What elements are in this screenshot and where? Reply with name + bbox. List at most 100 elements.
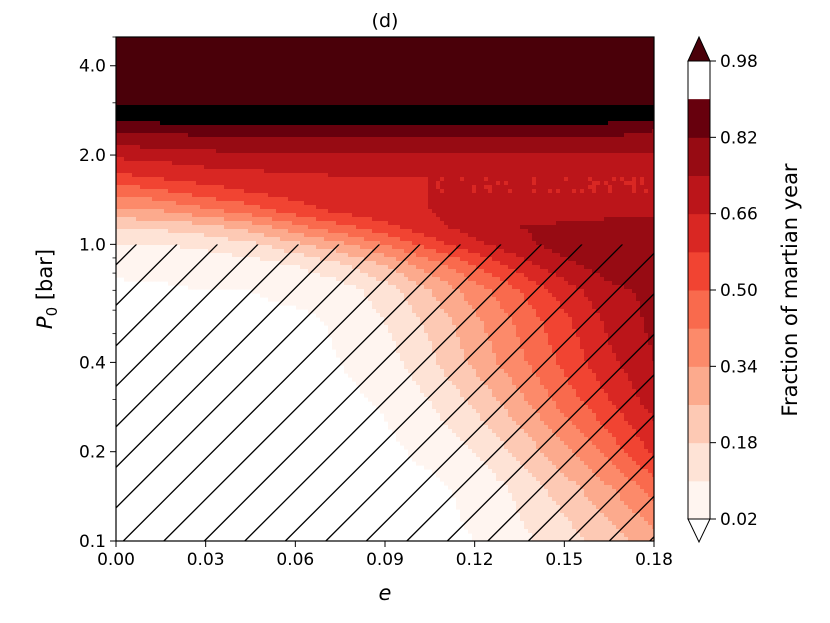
contour-cell [644,45,649,50]
contour-cell [400,169,405,174]
contour-cell [284,145,289,150]
contour-cell [236,37,241,42]
contour-cell [288,97,293,102]
contour-cell [524,53,529,58]
contour-cell [344,85,349,90]
contour-cell [208,141,213,146]
contour-cell [520,133,525,138]
contour-cell [124,101,129,106]
contour-cell [308,157,313,162]
contour-cell [496,121,501,126]
contour-cell [416,77,421,82]
contour-cell [488,89,493,94]
contour-cell [500,165,505,170]
contour-cell [252,57,257,62]
contour-cell [304,53,309,58]
contour-cell [384,109,389,114]
contour-cell [472,105,477,110]
contour-cell [496,169,501,174]
contour-cell [140,61,145,66]
contour-cell [608,49,613,54]
contour-cell [140,133,145,138]
contour-cell [596,145,601,150]
contour-cell [236,93,241,98]
contour-cell [516,169,521,174]
contour-cell [456,41,461,46]
contour-cell [400,93,405,98]
contour-cell [492,161,497,166]
contour-cell [416,161,421,166]
contour-cell [528,149,533,154]
contour-cell [460,133,465,138]
contour-cell [380,109,385,114]
contour-cell [444,57,449,62]
contour-cell [224,101,229,106]
contour-cell [568,49,573,54]
contour-cell [560,117,565,122]
contour-cell [508,133,513,138]
contour-cell [408,97,413,102]
contour-cell [144,77,149,82]
contour-cell [344,121,349,126]
contour-cell [164,137,169,142]
contour-cell [616,161,621,166]
contour-cell [476,93,481,98]
contour-cell [148,125,153,130]
contour-cell [536,73,541,78]
contour-cell [148,153,153,158]
contour-cell [424,113,429,118]
contour-cell [404,125,409,130]
contour-cell [524,117,529,122]
contour-cell [272,57,277,62]
contour-cell [596,85,601,90]
contour-cell [568,101,573,106]
contour-cell [412,53,417,58]
contour-cell [612,169,617,174]
contour-cell [256,37,261,42]
contour-cell [544,121,549,126]
contour-cell [348,169,353,174]
contour-cell [384,97,389,102]
contour-cell [120,129,125,134]
contour-cell [328,81,333,86]
contour-cell [432,173,437,178]
contour-cell [456,73,461,78]
contour-cell [568,65,573,70]
contour-cell [456,141,461,146]
contour-cell [584,81,589,86]
contour-cell [252,173,257,178]
contour-cell [420,89,425,94]
contour-cell [216,149,221,154]
contour-cell [624,129,629,134]
contour-cell [476,165,481,170]
contour-cell [632,149,637,154]
contour-cell [196,41,201,46]
contour-cell [412,65,417,70]
contour-cell [124,145,129,150]
contour-cell [372,141,377,146]
contour-cell [488,101,493,106]
contour-cell [252,85,257,90]
contour-cell [344,69,349,74]
contour-cell [604,93,609,98]
contour-cell [320,125,325,130]
contour-cell [220,81,225,86]
contour-cell [440,169,445,174]
contour-cell [600,37,605,42]
contour-cell [360,73,365,78]
contour-cell [412,181,417,186]
contour-cell [124,177,129,182]
contour-cell [468,49,473,54]
contour-cell [208,121,213,126]
contour-cell [400,173,405,178]
contour-cell [580,77,585,82]
contour-cell [644,89,649,94]
contour-cell [288,113,293,118]
contour-cell [460,137,465,142]
contour-cell [296,89,301,94]
contour-cell [444,45,449,50]
contour-cell [252,129,257,134]
contour-cell [148,89,153,94]
contour-cell [192,73,197,78]
contour-cell [308,53,313,58]
